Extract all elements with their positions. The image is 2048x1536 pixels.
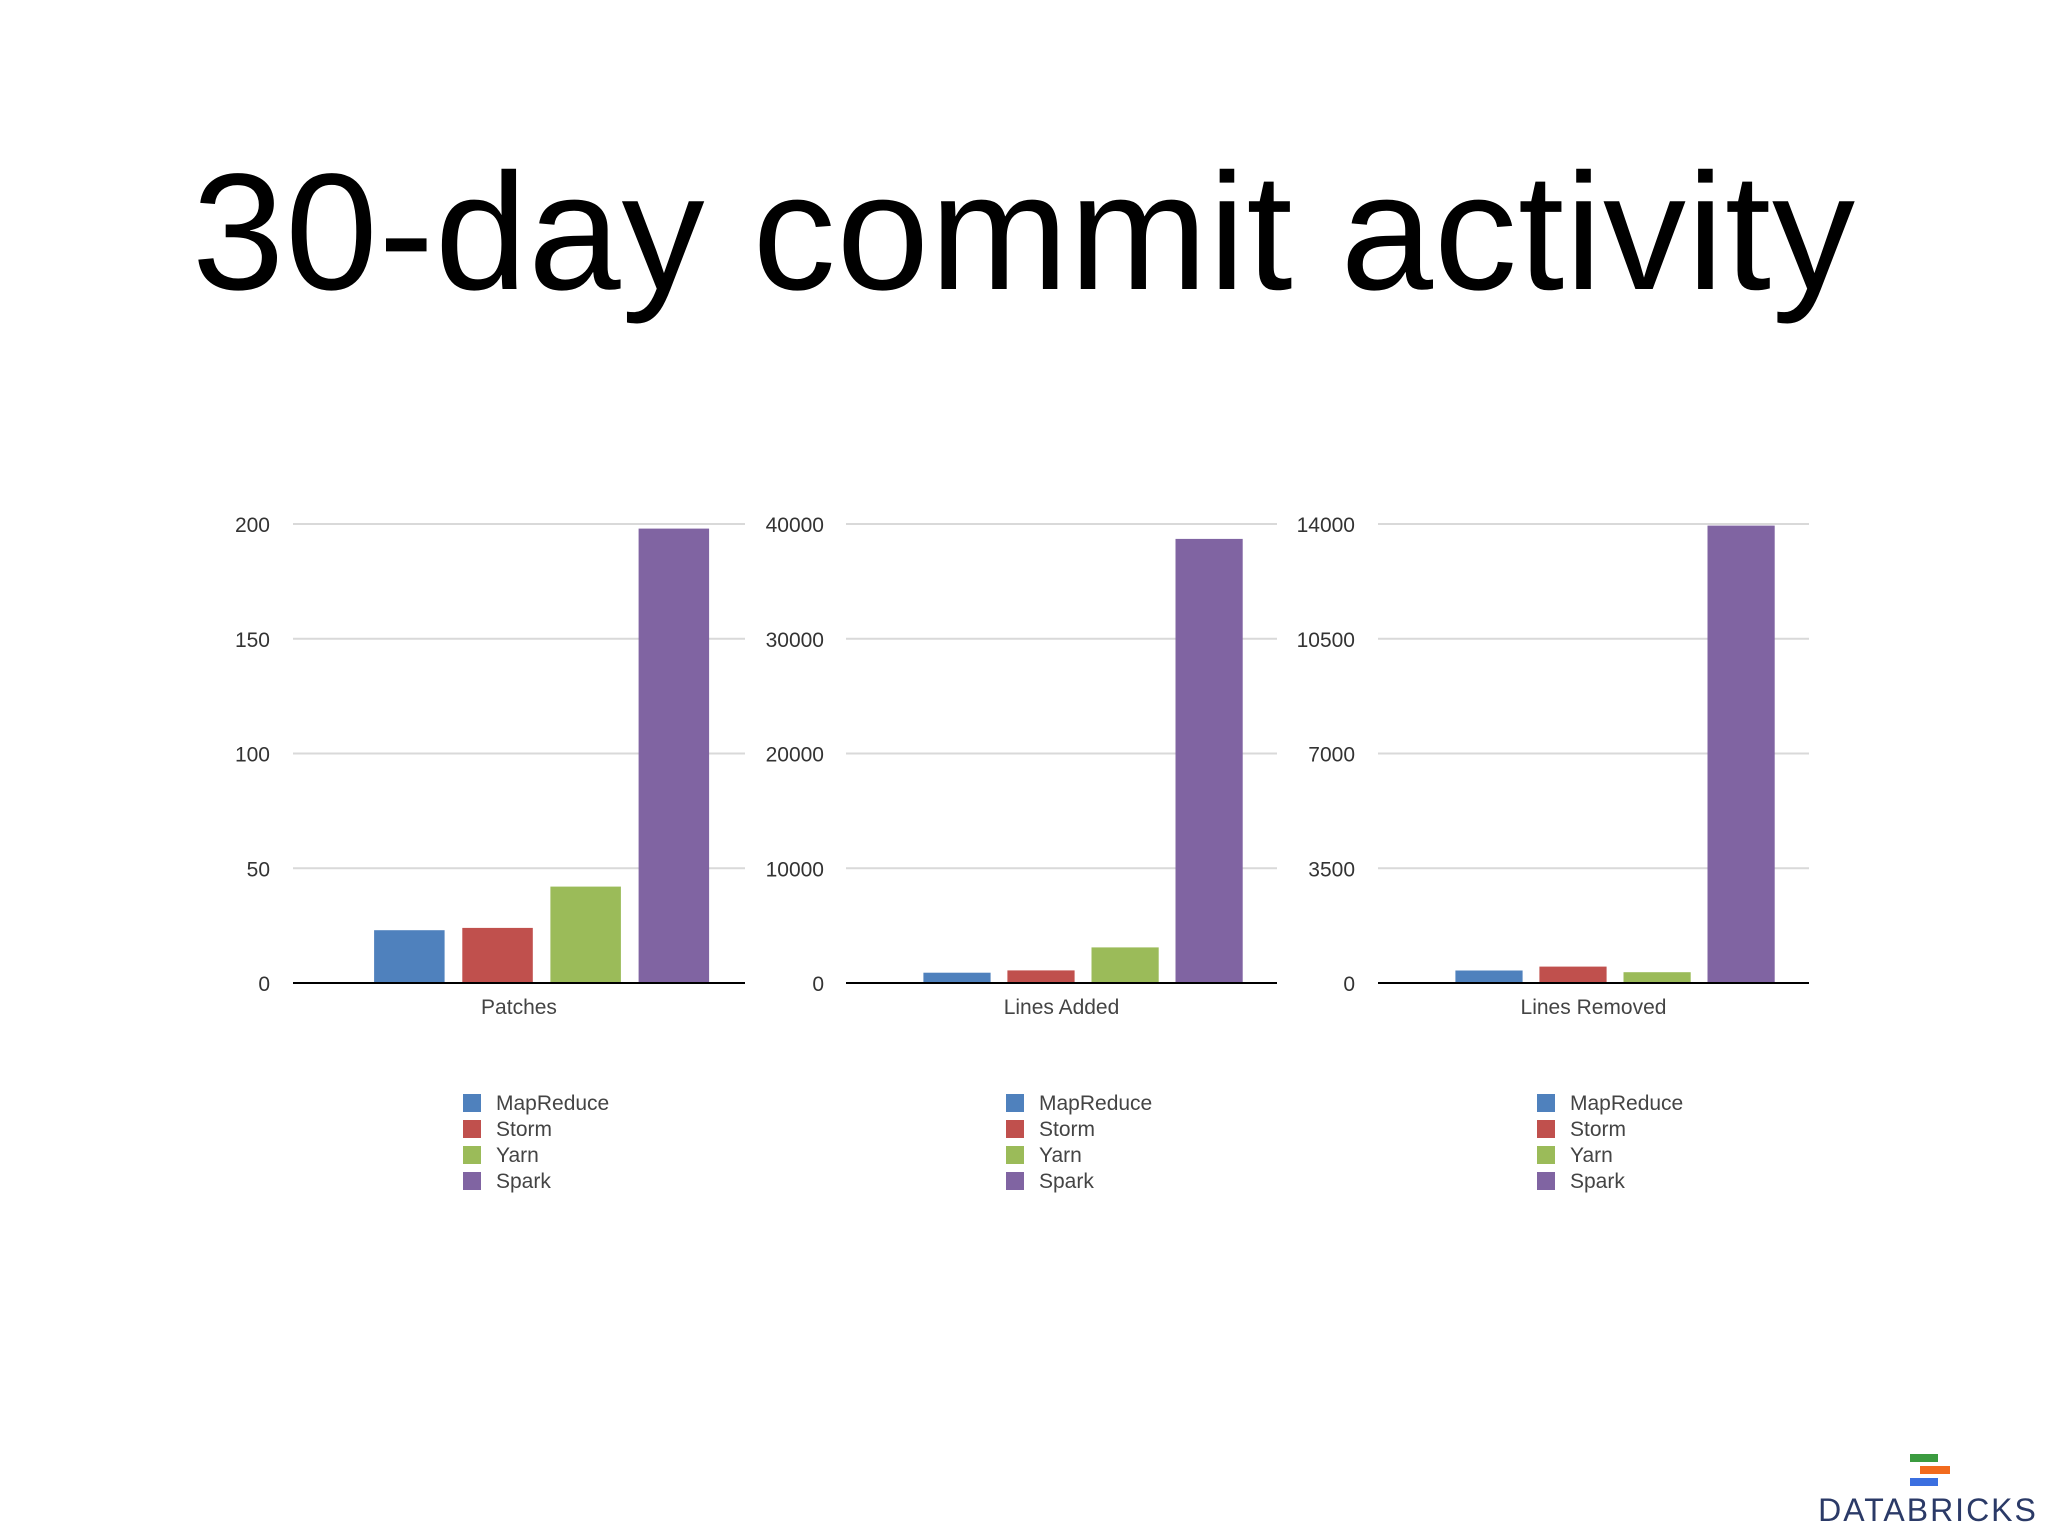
category-label: Patches	[481, 996, 557, 1019]
y-tick-label: 7000	[1308, 744, 1355, 767]
legend-label: Storm	[1039, 1118, 1095, 1141]
bar-mapreduce	[374, 930, 445, 983]
bar-spark	[1707, 525, 1775, 983]
logo-bar-icon	[1920, 1466, 1950, 1474]
legend-swatch	[463, 1094, 481, 1112]
legend-swatch	[1537, 1172, 1555, 1190]
y-tick-label: 0	[258, 973, 270, 996]
slide-title: 30-day commit activity	[191, 140, 1856, 325]
y-tick-label: 3500	[1308, 858, 1355, 881]
legend-label: MapReduce	[496, 1092, 609, 1115]
legend-label: Yarn	[1039, 1144, 1082, 1167]
legend-label: MapReduce	[1570, 1092, 1683, 1115]
legend-label: MapReduce	[1039, 1092, 1152, 1115]
bar-storm	[1539, 966, 1607, 983]
legend-swatch	[1006, 1120, 1024, 1138]
bar-yarn	[1623, 972, 1691, 983]
databricks-logo: DATABRICKS	[1810, 1440, 2046, 1530]
bar-yarn	[550, 886, 621, 983]
legend-label: Spark	[1039, 1170, 1094, 1193]
legend-label: Spark	[496, 1170, 551, 1193]
legend-swatch	[463, 1172, 481, 1190]
category-label: Lines Removed	[1521, 996, 1667, 1019]
y-tick-label: 10500	[1297, 629, 1355, 652]
bar-storm	[462, 927, 533, 983]
bar-spark	[1175, 538, 1243, 983]
category-label: Lines Added	[1004, 996, 1120, 1019]
y-tick-label: 200	[235, 514, 270, 537]
y-tick-label: 0	[1343, 973, 1355, 996]
y-tick-label: 0	[812, 973, 824, 996]
legend-swatch	[1537, 1120, 1555, 1138]
legend-swatch	[1006, 1172, 1024, 1190]
bar-storm	[1007, 970, 1075, 983]
legend-label: Yarn	[1570, 1144, 1613, 1167]
y-tick-label: 150	[235, 629, 270, 652]
bar-mapreduce	[923, 972, 991, 983]
bar-yarn	[1091, 947, 1159, 983]
logo-text: DATABRICKS	[1818, 1492, 2038, 1528]
legend-swatch	[463, 1120, 481, 1138]
legend-swatch	[463, 1146, 481, 1164]
y-tick-label: 40000	[766, 514, 824, 537]
y-tick-label: 14000	[1297, 514, 1355, 537]
y-tick-label: 50	[247, 858, 270, 881]
legend-swatch	[1006, 1146, 1024, 1164]
bar-mapreduce	[1455, 970, 1523, 983]
y-tick-label: 20000	[766, 744, 824, 767]
legend-label: Storm	[496, 1118, 552, 1141]
legend-swatch	[1537, 1094, 1555, 1112]
legend-swatch	[1006, 1094, 1024, 1112]
legend-swatch	[1537, 1146, 1555, 1164]
y-tick-label: 100	[235, 744, 270, 767]
logo-bar-icon	[1910, 1454, 1938, 1462]
legend-label: Spark	[1570, 1170, 1625, 1193]
legend-label: Storm	[1570, 1118, 1626, 1141]
bar-spark	[638, 528, 710, 983]
legend-label: Yarn	[496, 1144, 539, 1167]
y-tick-label: 10000	[766, 858, 824, 881]
logo-bar-icon	[1910, 1478, 1938, 1486]
y-tick-label: 30000	[766, 629, 824, 652]
